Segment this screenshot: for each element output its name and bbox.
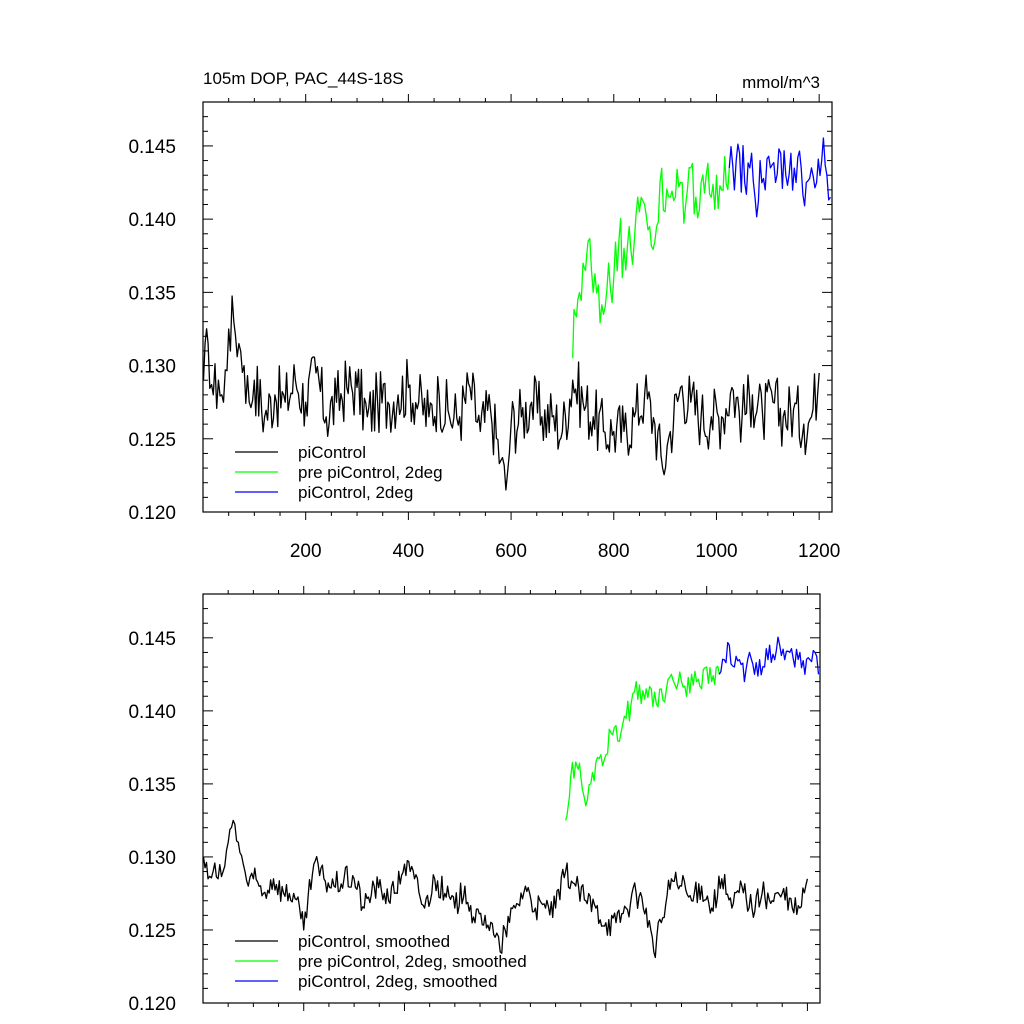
series-line-2: [572, 156, 730, 359]
y-tick-label: 0.140: [128, 702, 176, 723]
y-tick-label: 0.145: [128, 137, 176, 158]
y-tick-label: 0.140: [128, 210, 176, 231]
series-line-1: [202, 295, 820, 491]
legend-label: piControl, 2deg: [298, 483, 413, 502]
y-tick-label: 0.125: [128, 921, 176, 942]
plot-frame: [202, 593, 821, 1004]
units-label: mmol/m^3: [742, 73, 820, 92]
series-line-2: [564, 665, 720, 821]
y-tick-label: 0.125: [128, 430, 176, 451]
x-tick-label: 200: [290, 541, 322, 562]
x-tick-label: 600: [495, 541, 527, 562]
legend-label: piControl: [298, 443, 366, 462]
x-tick-label: 1000: [695, 541, 737, 562]
y-tick-label: 0.135: [128, 283, 176, 304]
bottom-panel: 0.120 0.125 0.130 0.135 0.140 0.145 piControl,…: [128, 586, 821, 1015]
x-tick-label: 400: [393, 541, 425, 562]
series-line-3: [718, 636, 820, 683]
y-tick-label: 0.120: [128, 503, 176, 524]
y-tick-label: 0.120: [128, 994, 176, 1015]
chart-title: 105m DOP, PAC_44S-18S: [203, 69, 404, 88]
legend-label: piControl, smoothed: [298, 932, 450, 951]
top-panel: 105m DOP, PAC_44S-18S mmol/m^3 0.120 0.12…: [128, 69, 840, 562]
legend-label: pre piControl, 2deg: [298, 463, 443, 482]
y-tick-label: 0.145: [128, 629, 176, 650]
series-line-1: [202, 819, 809, 959]
x-tick-label: 1200: [798, 541, 840, 562]
y-tick-label: 0.130: [128, 357, 176, 378]
y-tick-label: 0.130: [128, 848, 176, 869]
legend-label: pre piControl, 2deg, smoothed: [298, 952, 527, 971]
x-tick-label: 800: [598, 541, 630, 562]
legend-label: piControl, 2deg, smoothed: [298, 972, 497, 991]
y-tick-label: 0.135: [128, 775, 176, 796]
series-line-3: [728, 137, 832, 218]
